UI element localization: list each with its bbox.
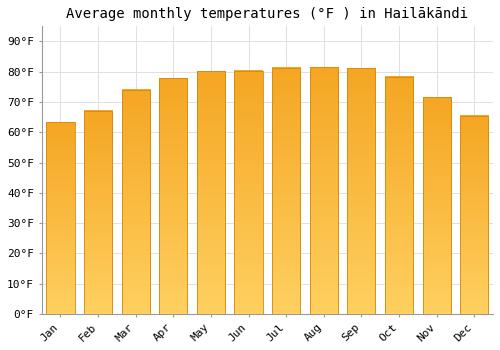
Bar xyxy=(159,78,188,314)
Bar xyxy=(348,68,376,314)
Bar xyxy=(422,97,450,314)
Bar xyxy=(272,68,300,314)
Bar xyxy=(234,70,262,314)
Bar xyxy=(310,67,338,314)
Bar xyxy=(197,71,225,314)
Bar xyxy=(460,116,488,314)
Bar xyxy=(46,122,74,314)
Bar xyxy=(385,77,413,314)
Title: Average monthly temperatures (°F ) in Hailākāndi: Average monthly temperatures (°F ) in Ha… xyxy=(66,7,468,21)
Bar xyxy=(84,111,112,314)
Bar xyxy=(122,90,150,314)
